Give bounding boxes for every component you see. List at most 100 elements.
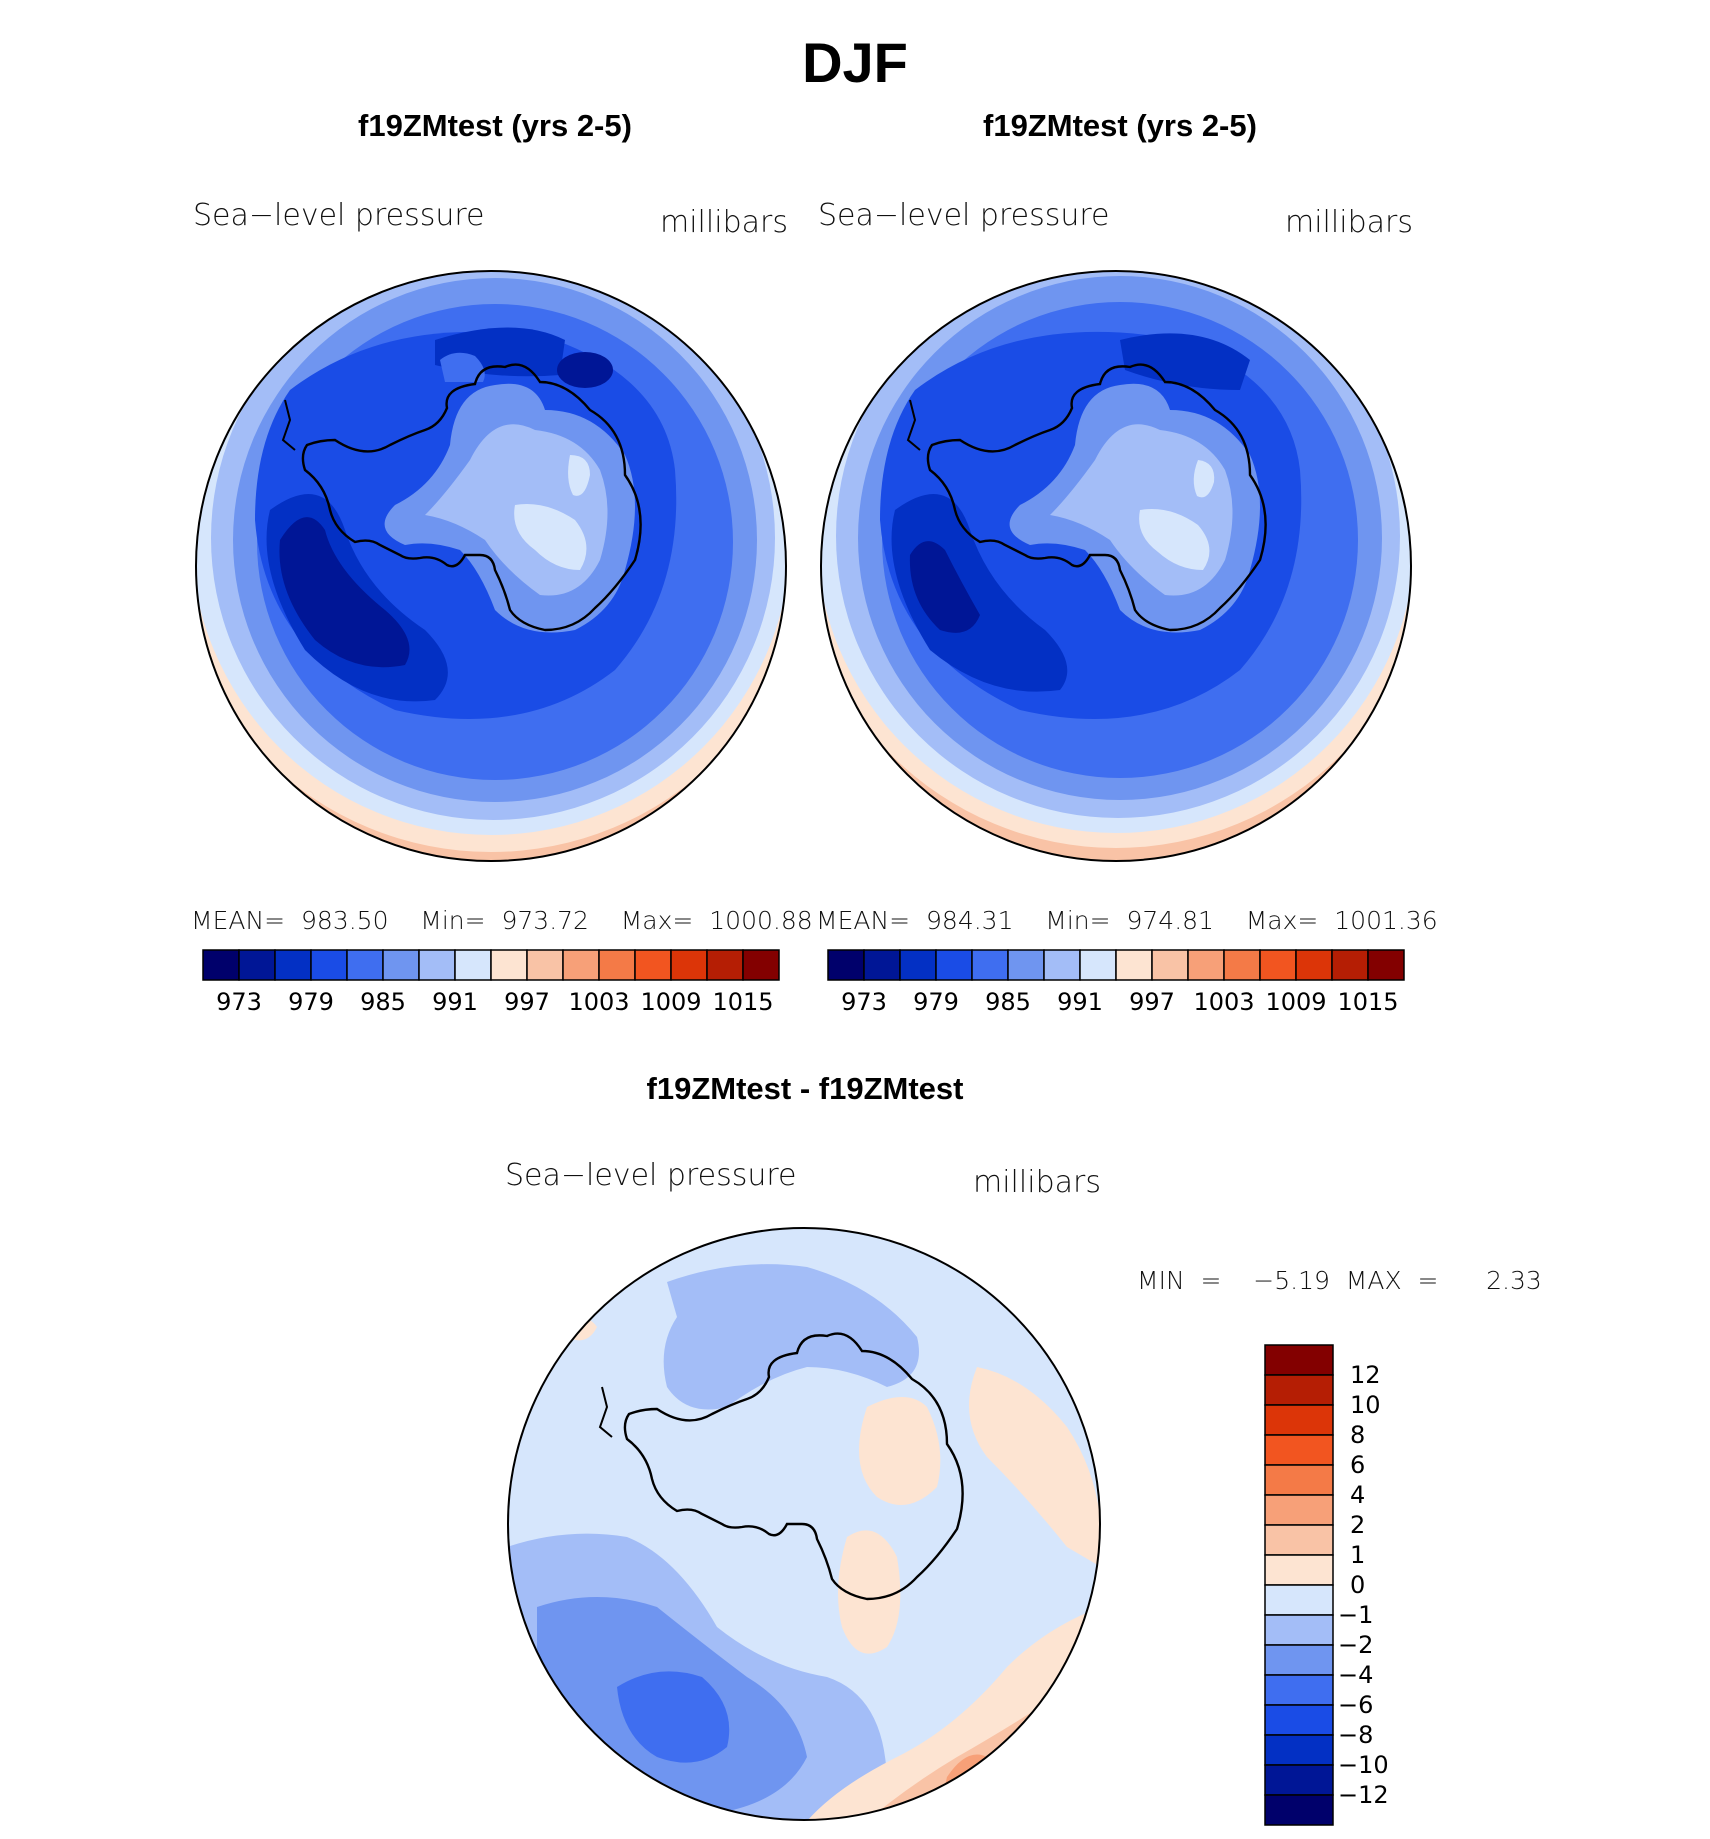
diff-panel-colorbar-swatch [1264,1644,1334,1676]
panel-1-colorbar-swatch [562,949,600,981]
panel-2-colorbar-swatch [863,949,901,981]
panel-2-colorbar-swatch [1079,949,1117,981]
diff-panel-colorbar-tick-label: −4 [1338,1661,1374,1689]
panel-2-colorbar-ticks: 973 979 985 991 997 1003 1009 1015 [828,988,1404,1020]
panel-2-colorbar-swatch [1259,949,1297,981]
diff-panel-colorbar-swatch [1264,1554,1334,1586]
panel-1-colorbar-tick-label: 973 [216,988,262,1016]
diff-panel-colorbar-ticks: 12 10 8 6 4 2 1 0 −1 −2 −4 −6 −8 −10 −12 [1338,1345,1430,1825]
panel-1-variable-label: Sea−level pressure [193,198,485,233]
panel-1-colorbar-swatch [670,949,708,981]
panel-1-colorbar [202,949,780,981]
diff-panel-field-band [663,1264,919,1410]
panel-2-colorbar-tick-label: 979 [913,988,959,1016]
diff-panel-colorbar-swatch [1264,1404,1334,1436]
panel-2-colorbar-swatch [1007,949,1045,981]
diff-panel-colorbar-tick-label: −8 [1338,1721,1374,1749]
diff-panel-stats: MIN = −5.19 MAX = 2.33 [1137,1266,1542,1295]
diff-panel-colorbar-tick-label: −2 [1338,1631,1374,1659]
panel-2-colorbar [827,949,1405,981]
diff-panel-colorbar-tick-label: −12 [1338,1781,1389,1809]
panel-2-colorbar-swatch [1295,949,1333,981]
panel-1-title: f19ZMtest (yrs 2-5) [358,108,632,143]
diff-panel-colorbar-swatch [1264,1434,1334,1466]
panel-1-colorbar-tick-label: 997 [504,988,550,1016]
panel-1-units-label: millibars [660,205,788,240]
panel-1-colorbar-swatch [346,949,384,981]
panel-1-map-border [195,270,787,862]
diff-panel-colorbar-tick-label: 2 [1350,1511,1366,1539]
panel-2-colorbar-tick-label: 1015 [1337,988,1399,1016]
panel-1-colorbar-swatch [310,949,348,981]
diff-panel-field-band [969,1367,1100,1567]
diff-panel-colorbar-swatch [1264,1524,1334,1556]
panel-1-coastline [281,399,296,451]
diff-panel-variable-label: Sea−level pressure [505,1158,797,1193]
panel-2-field-band [1120,333,1250,390]
diff-panel-colorbar-swatch [1264,1614,1334,1646]
panel-1-field-band [568,455,590,496]
panel-2-colorbar-tick-label: 1009 [1265,988,1327,1016]
panel-2-colorbar-tick-label: 997 [1129,988,1175,1016]
diff-panel-colorbar-swatch [1264,1674,1334,1706]
diff-panel-coastline [598,1386,613,1438]
diff-panel-field-band [859,1397,941,1505]
diff-panel-map [507,1227,1101,1821]
panel-1-colorbar-tick-label: 1015 [712,988,774,1016]
panel-1-colorbar-tick-label: 979 [288,988,334,1016]
panel-1-colorbar-swatch [490,949,528,981]
diff-panel-colorbar-swatch [1264,1704,1334,1736]
diff-panel-colorbar-swatch [1264,1374,1334,1406]
diff-panel-colorbar-swatch [1264,1494,1334,1526]
panel-2-coastline [906,399,921,451]
panel-2-colorbar-swatch [1043,949,1081,981]
panel-2-field-band [909,541,980,633]
panel-1-colorbar-tick-label: 985 [360,988,406,1016]
diff-panel-colorbar-tick-label: 0 [1350,1571,1366,1599]
panel-1-colorbar-swatch [418,949,456,981]
panel-2-coastline [926,363,1267,632]
panel-2-colorbar-swatch [899,949,937,981]
diff-panel-colorbar [1264,1344,1334,1826]
diff-panel-colorbar-tick-label: 10 [1350,1391,1381,1419]
diff-panel-field-band [838,1530,901,1654]
panel-2-colorbar-swatch [827,949,865,981]
panel-1-field-band [514,504,587,570]
panel-2-map [820,270,1412,862]
panel-1-colorbar-tick-label: 1009 [640,988,702,1016]
panel-1-coastline [301,363,642,632]
panel-1-colorbar-ticks: 973 979 985 991 997 1003 1009 1015 [203,988,779,1020]
diff-panel-colorbar-swatch [1264,1344,1334,1376]
diff-panel-colorbar-tick-label: 1 [1350,1541,1366,1569]
panel-2-colorbar-tick-label: 991 [1057,988,1103,1016]
panel-2-title: f19ZMtest (yrs 2-5) [983,108,1257,143]
panel-1-field-band [440,352,485,382]
diff-panel-colorbar-swatch [1264,1734,1334,1766]
panel-1-colorbar-swatch [274,949,312,981]
diff-panel-colorbar-tick-label: 6 [1350,1451,1366,1479]
panel-1-colorbar-swatch [238,949,276,981]
panel-2-colorbar-swatch [1331,949,1369,981]
panel-1-colorbar-swatch [454,949,492,981]
panel-1-colorbar-swatch [526,949,564,981]
panel-1-stats: MEAN= 983.50 Min= 973.72 Max= 1000.88 [191,906,813,935]
diff-panel-field-band [617,1671,730,1763]
diff-panel-colorbar-swatch [1264,1794,1334,1826]
figure-title: DJF [802,31,908,94]
panel-2-colorbar-swatch [971,949,1009,981]
panel-1-colorbar-swatch [634,949,672,981]
diff-panel-colorbar-tick-label: 4 [1350,1481,1366,1509]
panel-2-colorbar-tick-label: 973 [841,988,887,1016]
diff-panel-colorbar-tick-label: 8 [1350,1421,1366,1449]
panel-1-colorbar-swatch [202,949,240,981]
panel-1-colorbar-tick-label: 1003 [568,988,630,1016]
diff-panel-units-label: millibars [973,1165,1101,1200]
diff-panel-colorbar-tick-label: 12 [1350,1361,1381,1389]
panel-1-colorbar-swatch [382,949,420,981]
diff-panel-colorbar-swatch [1264,1764,1334,1796]
panel-2-colorbar-swatch [1115,949,1153,981]
panel-2-colorbar-swatch [935,949,973,981]
panel-2-colorbar-swatch [1151,949,1189,981]
panel-1-colorbar-swatch [706,949,744,981]
diff-panel-colorbar-tick-label: −1 [1338,1601,1374,1629]
